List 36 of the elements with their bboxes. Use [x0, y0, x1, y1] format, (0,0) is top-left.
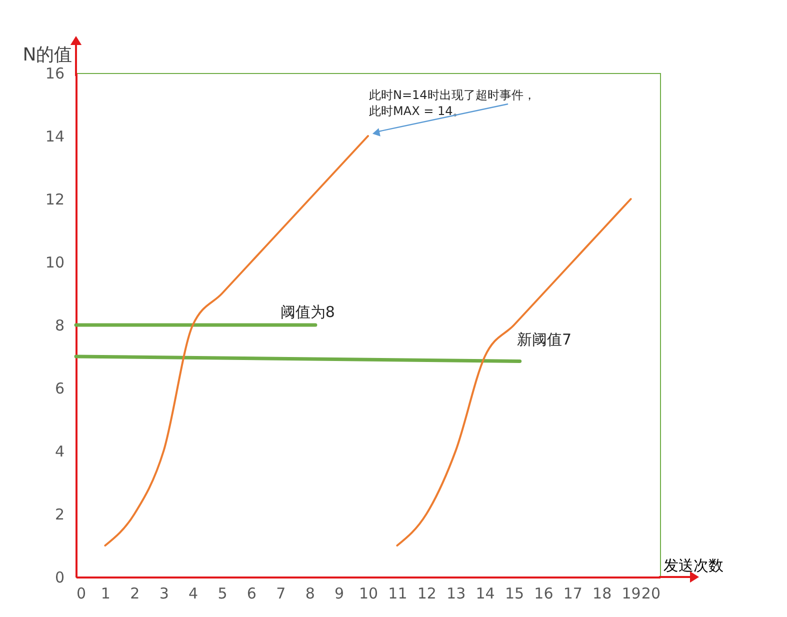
- y-tick-label: 0: [54, 568, 64, 586]
- line-series: [104, 135, 369, 546]
- x-tick-label: 2: [130, 584, 140, 602]
- line-series: [396, 198, 632, 546]
- y-tick-label: 12: [45, 190, 64, 208]
- y-tick-label: 14: [45, 128, 64, 146]
- y-tick-label: 16: [45, 64, 64, 82]
- x-tick-label: 5: [218, 584, 228, 602]
- x-tick-label: 20: [641, 584, 660, 602]
- x-tick-label: 8: [305, 584, 315, 602]
- x-tick-label: 13: [446, 584, 466, 602]
- y-tick-label: 8: [54, 316, 64, 334]
- x-tick-label: 16: [534, 584, 554, 602]
- annotation: 新阈值7: [517, 330, 572, 348]
- x-tick-label: 6: [246, 584, 256, 602]
- y-tick-label: 10: [45, 254, 64, 272]
- x-tick-label: 11: [388, 584, 408, 602]
- y-axis-title: N的值: [22, 44, 72, 66]
- x-tick-label: 7: [276, 584, 286, 602]
- x-tick-label: 15: [504, 584, 524, 602]
- y-tick-label: 6: [54, 380, 64, 398]
- x-tick-label: 12: [417, 584, 436, 602]
- y-tick-label: 4: [54, 442, 64, 460]
- x-tick-label: 10: [358, 584, 378, 602]
- x-tick-label: 17: [563, 584, 582, 602]
- x-axis-title: 发送次数: [664, 556, 724, 574]
- x-tick-label: 1: [100, 584, 110, 602]
- x-tick-label: 19: [622, 584, 641, 602]
- x-tick-label: 9: [334, 584, 344, 602]
- x-tick-label: 14: [476, 584, 495, 602]
- annotation: 阈值为8: [280, 303, 335, 321]
- x-tick-label: 18: [592, 584, 612, 602]
- x-tick-label: 3: [159, 584, 169, 602]
- x-tick-label: 4: [188, 584, 198, 602]
- y-tick-label: 2: [54, 506, 64, 524]
- x-tick-label: 0: [76, 584, 86, 602]
